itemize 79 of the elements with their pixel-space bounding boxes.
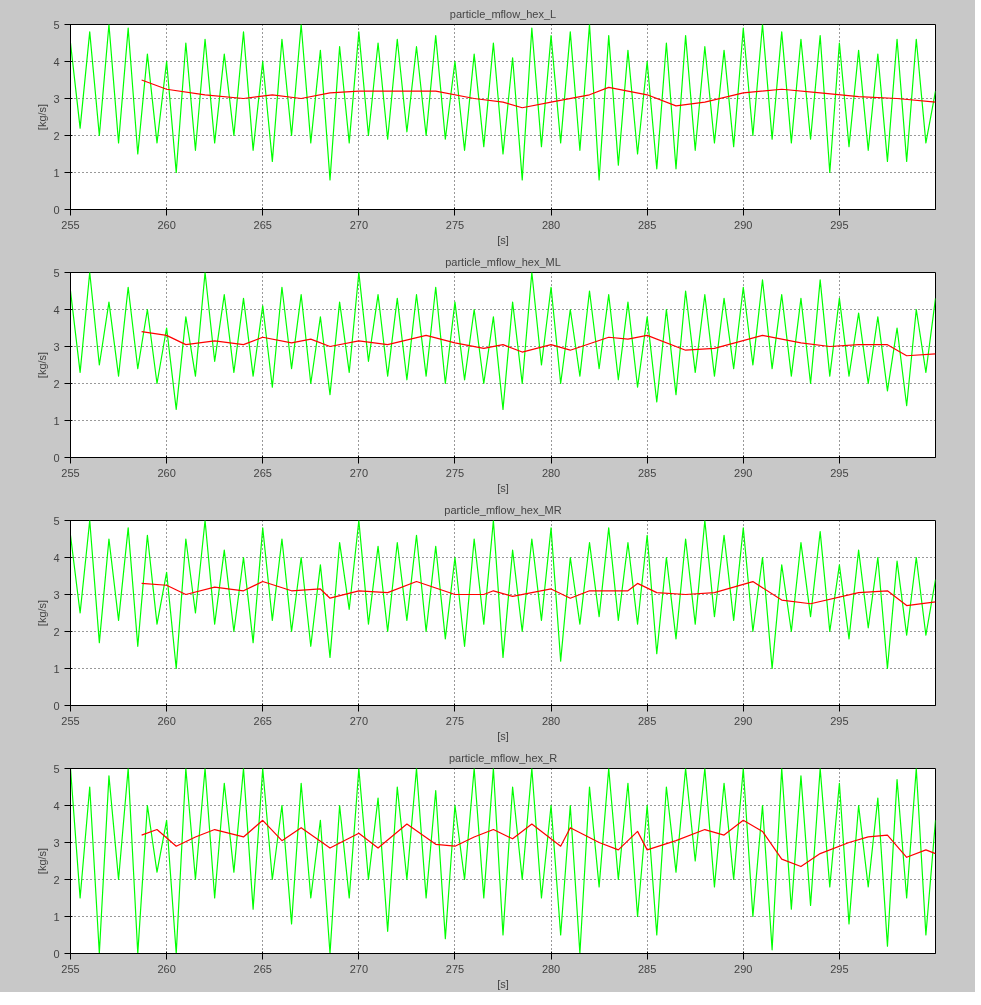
- x-tick-label: 275: [445, 962, 465, 975]
- x-tick-label: 285: [637, 714, 657, 727]
- y-axis-title: [kg/s]: [36, 599, 49, 627]
- x-tick-label: 290: [734, 218, 753, 231]
- line-series: [141, 331, 936, 357]
- x-tick-label: 270: [349, 218, 369, 231]
- x-tick-label: 255: [61, 218, 80, 231]
- y-tick-label: 0: [53, 451, 60, 464]
- chart-title: particle_mflow_hex_L: [449, 7, 557, 20]
- y-tick-label: 1: [53, 662, 60, 675]
- line-series: [141, 79, 936, 109]
- x-axis-title: [s]: [497, 977, 509, 990]
- y-tick-label: 4: [53, 303, 60, 316]
- x-axis-title: [s]: [497, 729, 509, 742]
- x-tick-label: 260: [157, 218, 176, 231]
- x-tick-label: 285: [637, 466, 657, 479]
- x-tick-label: 290: [734, 714, 753, 727]
- x-tick-label: 295: [830, 466, 849, 479]
- line-series: [70, 272, 936, 410]
- x-tick-label: 265: [253, 962, 272, 975]
- y-tick-label: 2: [53, 625, 60, 638]
- x-tick-label: 285: [637, 218, 657, 231]
- y-axis-title: [kg/s]: [36, 847, 49, 875]
- y-tick-label: 0: [53, 203, 60, 216]
- x-tick-label: 265: [253, 466, 272, 479]
- y-tick-label: 2: [53, 873, 60, 886]
- x-tick-label: 280: [541, 714, 561, 727]
- line-series: [70, 24, 936, 181]
- y-tick-label: 5: [53, 514, 60, 527]
- x-tick-label: 265: [253, 218, 272, 231]
- x-tick-label: 280: [541, 218, 561, 231]
- line-series: [70, 520, 936, 670]
- y-tick-label: 0: [53, 947, 60, 960]
- y-axis-title: [kg/s]: [36, 103, 49, 131]
- x-tick-label: 265: [253, 714, 272, 727]
- y-tick-label: 3: [53, 340, 60, 353]
- x-tick-label: 295: [830, 962, 849, 975]
- x-tick-label: 270: [349, 466, 369, 479]
- x-tick-label: 280: [541, 466, 561, 479]
- x-tick-label: 280: [541, 962, 561, 975]
- x-tick-label: 275: [445, 218, 465, 231]
- y-axis-title: [kg/s]: [36, 351, 49, 379]
- x-tick-label: 290: [734, 962, 753, 975]
- chart-title: particle_mflow_hex_ML: [445, 255, 561, 268]
- y-tick-label: 3: [53, 836, 60, 849]
- line-series: [141, 580, 936, 607]
- y-tick-label: 2: [53, 377, 60, 390]
- x-tick-label: 285: [637, 962, 657, 975]
- x-tick-label: 275: [445, 466, 465, 479]
- chart-title: particle_mflow_hex_MR: [444, 503, 562, 516]
- y-tick-label: 1: [53, 166, 60, 179]
- y-tick-label: 4: [53, 55, 60, 68]
- y-tick-label: 4: [53, 551, 60, 564]
- y-tick-label: 3: [53, 588, 60, 601]
- x-tick-label: 260: [157, 714, 176, 727]
- y-tick-label: 5: [53, 762, 60, 775]
- y-tick-label: 1: [53, 414, 60, 427]
- x-tick-label: 270: [349, 714, 369, 727]
- y-tick-label: 5: [53, 18, 60, 31]
- x-tick-label: 290: [734, 466, 753, 479]
- y-tick-label: 5: [53, 266, 60, 279]
- x-tick-label: 255: [61, 714, 80, 727]
- y-tick-label: 2: [53, 129, 60, 142]
- chart-title: particle_mflow_hex_R: [448, 751, 558, 764]
- x-tick-label: 255: [61, 466, 80, 479]
- y-tick-label: 3: [53, 92, 60, 105]
- y-tick-label: 0: [53, 699, 60, 712]
- x-tick-label: 295: [830, 714, 849, 727]
- x-axis-title: [s]: [497, 233, 509, 246]
- x-tick-label: 295: [830, 218, 849, 231]
- x-tick-label: 270: [349, 962, 369, 975]
- y-tick-label: 1: [53, 910, 60, 923]
- x-axis-title: [s]: [497, 481, 509, 494]
- y-tick-label: 4: [53, 799, 60, 812]
- x-tick-label: 255: [61, 962, 80, 975]
- x-tick-label: 260: [157, 466, 176, 479]
- x-tick-label: 260: [157, 962, 176, 975]
- line-series: [141, 819, 936, 868]
- x-tick-label: 275: [445, 714, 465, 727]
